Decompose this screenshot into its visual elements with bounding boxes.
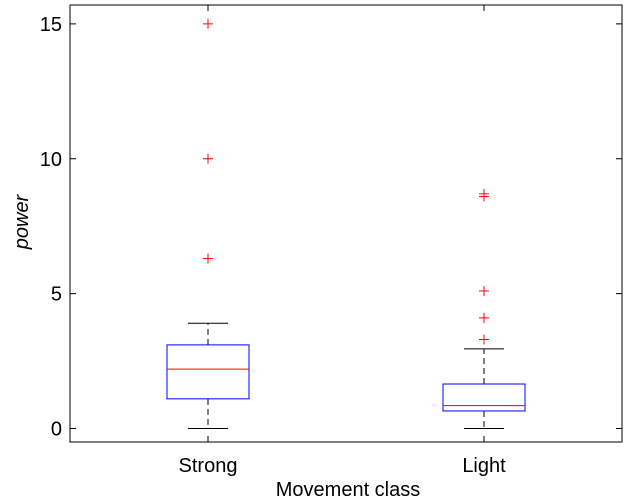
plot-area-frame — [69, 4, 623, 443]
outlier-marker — [203, 253, 213, 264]
box-group-light — [442, 188, 526, 430]
y-tick-label: 15 — [40, 14, 62, 36]
box-group-strong — [166, 18, 250, 430]
y-tick-label: 10 — [40, 149, 62, 171]
boxes-layer — [166, 18, 526, 430]
outlier-marker — [479, 188, 489, 199]
y-ticks-layer: 0 5 10 15 — [40, 14, 622, 441]
y-tick-label: 5 — [51, 284, 62, 306]
x-axis-title: Movement class — [276, 479, 421, 501]
y-axis-title: power — [11, 193, 33, 250]
outlier-marker — [479, 312, 489, 323]
outlier-marker — [479, 334, 489, 345]
x-tick-label: Strong — [179, 455, 238, 477]
outlier-marker — [203, 18, 213, 29]
x-tick-label: Light — [462, 455, 506, 477]
box-iqr — [166, 344, 250, 400]
outlier-marker — [203, 153, 213, 164]
outlier-marker — [479, 285, 489, 296]
box-iqr — [442, 383, 526, 412]
x-ticks-layer: Strong Light — [179, 5, 506, 477]
y-tick-label: 0 — [51, 419, 62, 441]
